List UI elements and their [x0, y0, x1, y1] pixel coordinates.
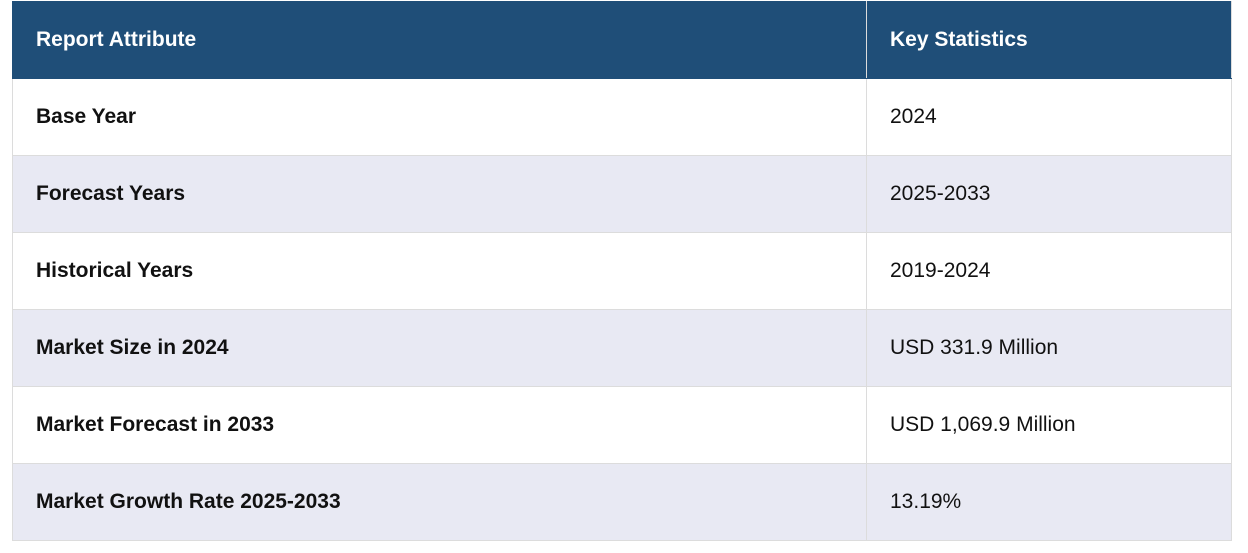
table-body: Base Year 2024 Forecast Years 2025-2033 Hist…: [12, 78, 1232, 541]
attribute-cell: Market Forecast in 2033: [12, 386, 867, 464]
value-cell: 2025-2033: [866, 155, 1232, 233]
value-cell: 2024: [866, 78, 1232, 156]
value-cell: USD 331.9 Million: [866, 309, 1232, 387]
header-row: Report Attribute Key Statistics: [12, 1, 1232, 79]
table-row: Forecast Years 2025-2033: [12, 155, 1232, 233]
attribute-cell: Forecast Years: [12, 155, 867, 233]
table-row: Market Growth Rate 2025-2033 13.19%: [12, 463, 1232, 541]
value-cell: USD 1,069.9 Million: [866, 386, 1232, 464]
attribute-cell: Base Year: [12, 78, 867, 156]
attribute-cell: Market Growth Rate 2025-2033: [12, 463, 867, 541]
value-cell: 2019-2024: [866, 232, 1232, 310]
value-cell: 13.19%: [866, 463, 1232, 541]
attribute-cell: Historical Years: [12, 232, 867, 310]
header-cell: Key Statistics: [866, 1, 1232, 79]
table-row: Base Year 2024: [12, 78, 1232, 156]
table-row: Market Size in 2024 USD 331.9 Million: [12, 309, 1232, 387]
table-row: Historical Years 2019-2024: [12, 232, 1232, 310]
table-row: Market Forecast in 2033 USD 1,069.9 Milli…: [12, 386, 1232, 464]
stats-table: Report Attribute Key Statistics Base Yea…: [12, 1, 1232, 541]
header-cell: Report Attribute: [12, 1, 867, 79]
attribute-cell: Market Size in 2024: [12, 309, 867, 387]
